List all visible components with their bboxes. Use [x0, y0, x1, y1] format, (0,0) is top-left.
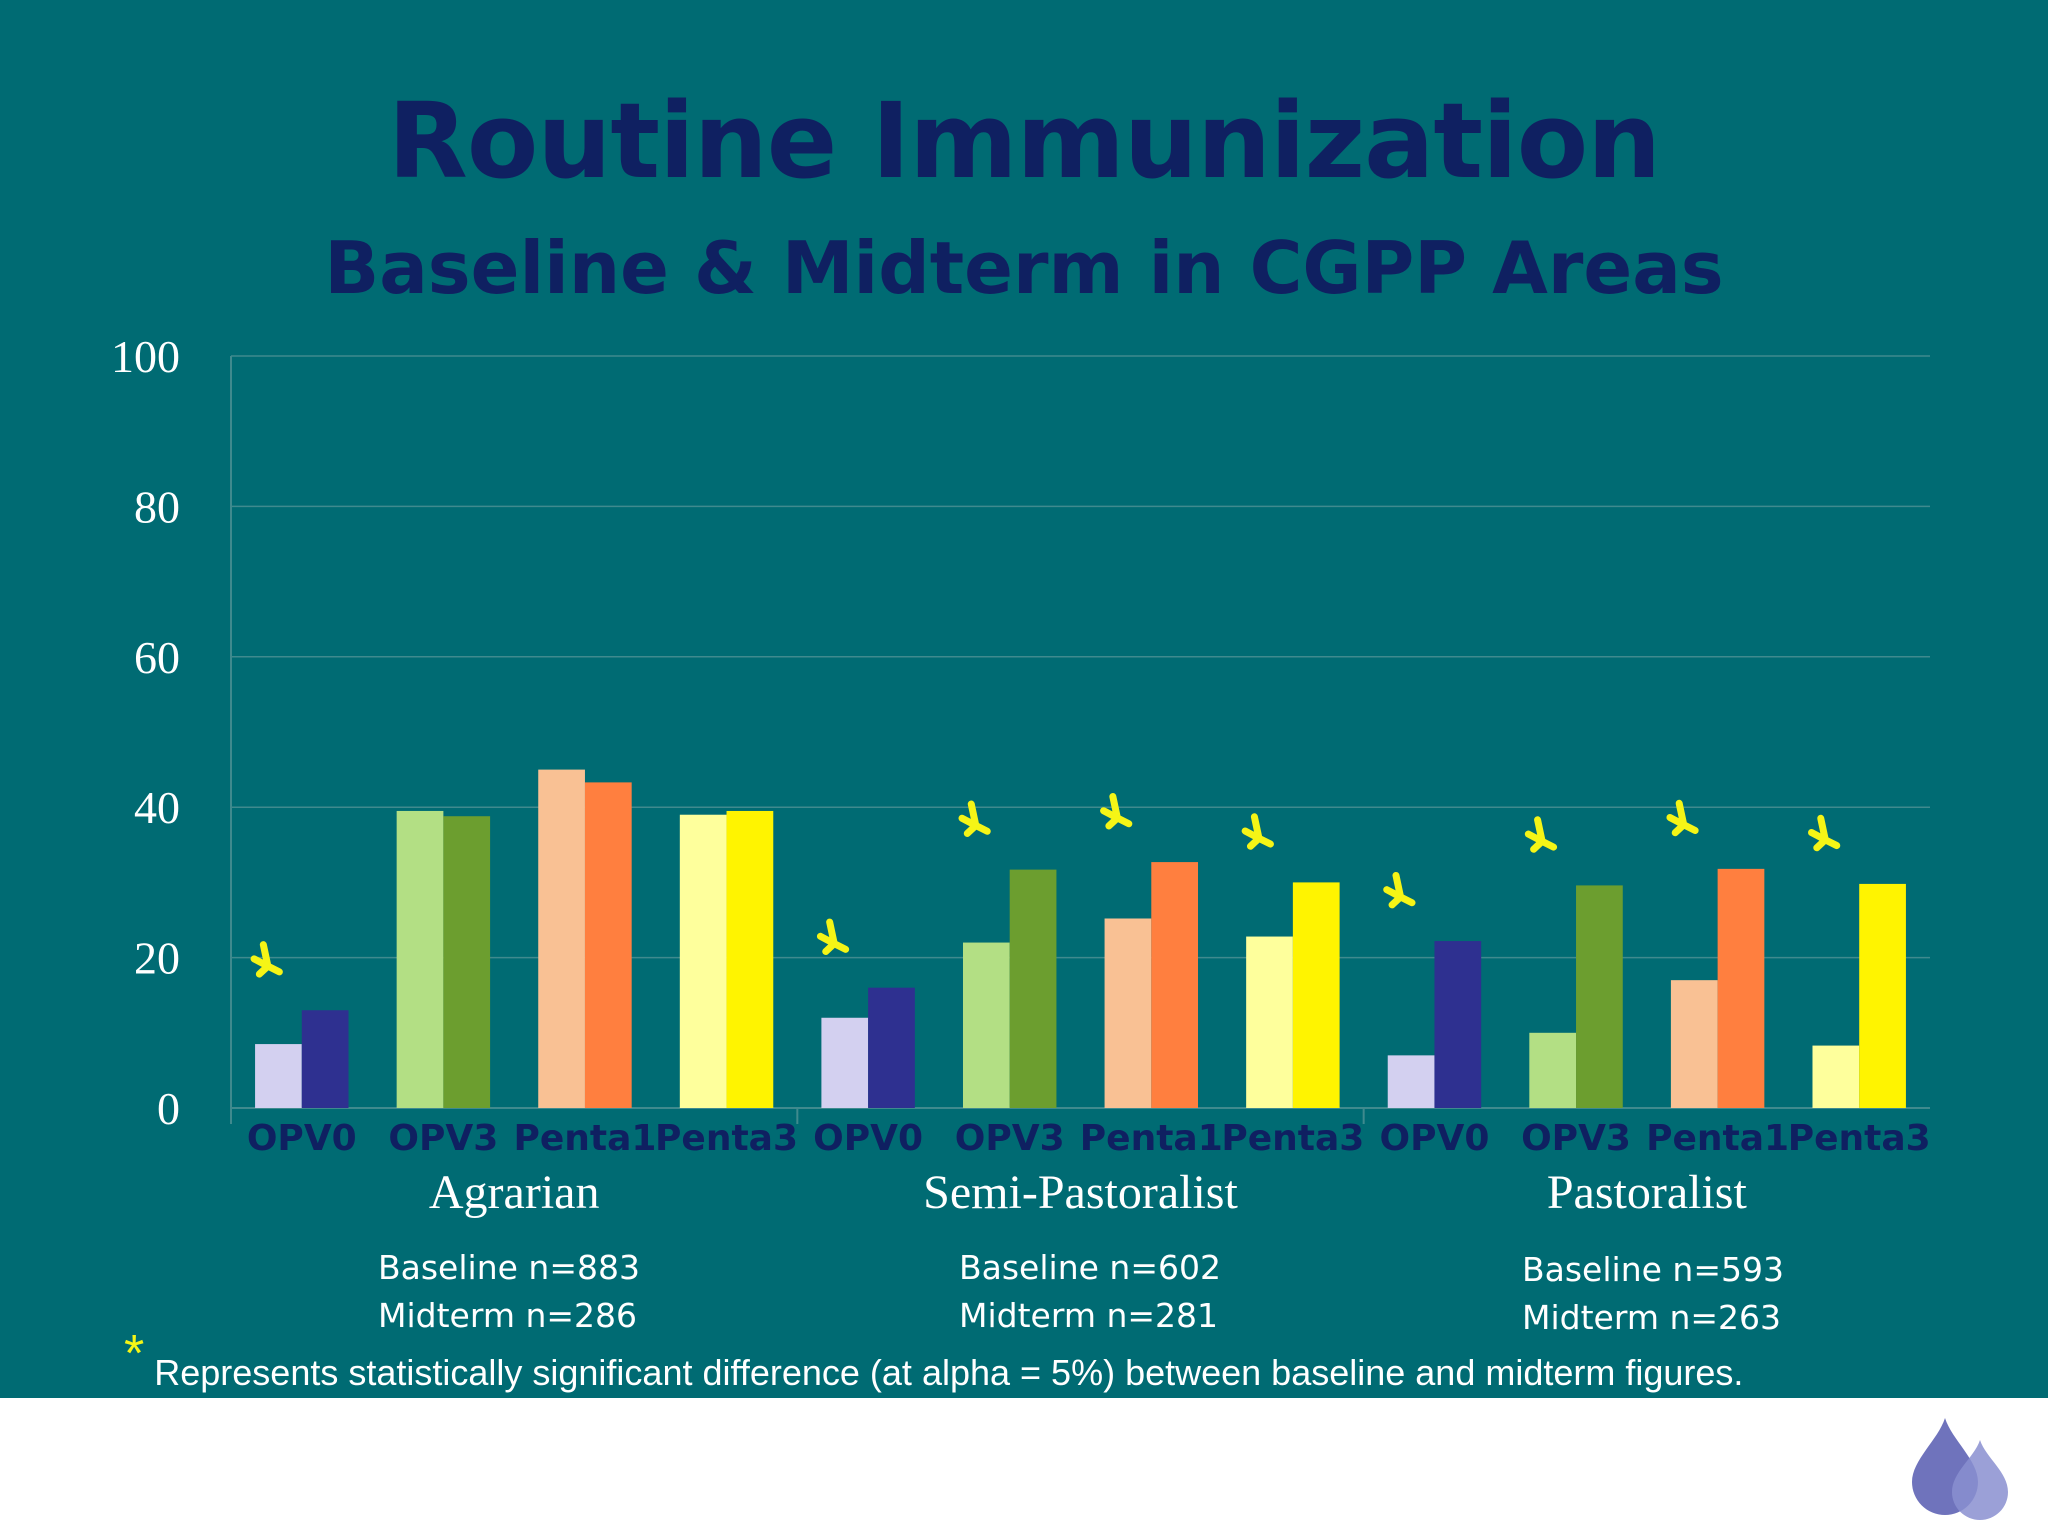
bar-midterm-agrarian-penta1: [584, 782, 632, 1108]
chart-subtitle: Baseline & Midterm in CGPP Areas: [324, 226, 1724, 310]
midterm-n: Midterm n=286: [378, 1296, 638, 1335]
bar-midterm-agrarian-opv0: [301, 1010, 349, 1108]
significance-star-icon: [1100, 792, 1133, 830]
bars: [255, 769, 1906, 1108]
bar-midterm-pastoralist-opv0: [1434, 941, 1482, 1108]
x-tick-label: OPV3: [1521, 1118, 1631, 1159]
axes: [230, 356, 1930, 1124]
water-drops-logo-icon: [1912, 1418, 2008, 1520]
bar-midterm-semi-pastoralist-opv3: [1009, 869, 1057, 1108]
footnote: * Represents statistically significant di…: [124, 1325, 2044, 1398]
x-tick-label: OPV0: [1380, 1118, 1490, 1159]
bar-midterm-agrarian-penta3: [726, 810, 774, 1108]
bar-baseline-semi-pastoralist-penta3: [1246, 936, 1293, 1108]
bar-baseline-pastoralist-penta3: [1812, 1045, 1860, 1108]
y-tick-label: 100: [111, 331, 180, 382]
bar-midterm-agrarian-opv3: [443, 816, 491, 1108]
baseline-n: Baseline n=602: [959, 1248, 1221, 1287]
bar-baseline-agrarian-opv3: [396, 810, 444, 1108]
significance-star-icon: [1666, 799, 1699, 837]
x-tick-label: OPV0: [813, 1118, 923, 1159]
significance-star-icon: [958, 800, 991, 837]
bar-midterm-pastoralist-penta3: [1859, 883, 1906, 1108]
group-label: Pastoralist: [1547, 1166, 1748, 1219]
footnote-star-icon: *: [124, 1325, 145, 1383]
significance-markers: [250, 792, 1841, 978]
sample-size-pastoralist: Baseline n=593 Midterm n=263: [1522, 1246, 1784, 1342]
sample-size-agrarian: Baseline n=883 Midterm n=286: [378, 1244, 640, 1340]
bar-midterm-semi-pastoralist-opv0: [868, 987, 915, 1108]
y-tick-label: 40: [134, 782, 180, 833]
chart-title: Routine Immunization: [387, 80, 1661, 202]
bar-baseline-pastoralist-opv3: [1529, 1032, 1577, 1108]
y-tick-label: 80: [134, 481, 180, 532]
y-tick-label: 0: [157, 1083, 180, 1134]
bar-baseline-pastoralist-penta1: [1670, 980, 1718, 1108]
baseline-n: Baseline n=883: [378, 1248, 640, 1287]
x-tick-label: Penta1: [1080, 1118, 1223, 1159]
bar-baseline-semi-pastoralist-opv0: [821, 1017, 869, 1108]
significance-star-icon: [1241, 813, 1274, 850]
y-tick-label: 20: [134, 933, 180, 984]
midterm-n: Midterm n=263: [1522, 1298, 1782, 1337]
x-tick-label: Penta1: [513, 1118, 656, 1159]
gridlines: [231, 355, 1930, 959]
group-label: Agrarian: [429, 1166, 600, 1219]
footnote-text: Represents statistically significant dif…: [154, 1352, 1744, 1393]
x-tick-label: OPV3: [388, 1118, 498, 1159]
x-tick-label: Penta3: [1788, 1118, 1931, 1159]
bar-baseline-agrarian-penta1: [538, 769, 585, 1108]
significance-star-icon: [1808, 814, 1841, 852]
bar-midterm-semi-pastoralist-penta1: [1151, 862, 1199, 1108]
significance-star-icon: [1524, 816, 1558, 853]
slide-background: [0, 0, 2048, 1398]
x-tick-label: OPV3: [955, 1118, 1065, 1159]
group-label: Semi-Pastoralist: [923, 1166, 1238, 1219]
y-tick-label: 60: [134, 632, 180, 683]
bar-baseline-semi-pastoralist-opv3: [962, 942, 1010, 1108]
x-tick-label: Penta1: [1646, 1118, 1789, 1159]
x-tick-label: Penta3: [655, 1118, 798, 1159]
bar-midterm-semi-pastoralist-penta3: [1292, 882, 1340, 1108]
bar-midterm-pastoralist-opv3: [1576, 885, 1623, 1108]
midterm-n: Midterm n=281: [959, 1296, 1219, 1335]
baseline-n: Baseline n=593: [1522, 1250, 1784, 1289]
significance-star-icon: [1383, 871, 1416, 909]
bar-midterm-pastoralist-penta1: [1717, 868, 1765, 1108]
sample-size-semi-pastoralist: Baseline n=602 Midterm n=281: [959, 1244, 1221, 1340]
bar-baseline-pastoralist-opv0: [1387, 1055, 1435, 1108]
significance-star-icon: [816, 918, 850, 956]
significance-star-icon: [250, 941, 283, 978]
bar-baseline-semi-pastoralist-penta1: [1104, 918, 1152, 1108]
x-tick-label: OPV0: [247, 1118, 357, 1159]
bar-baseline-agrarian-opv0: [255, 1044, 302, 1108]
bar-baseline-agrarian-penta3: [679, 814, 727, 1108]
x-tick-label: Penta3: [1221, 1118, 1364, 1159]
